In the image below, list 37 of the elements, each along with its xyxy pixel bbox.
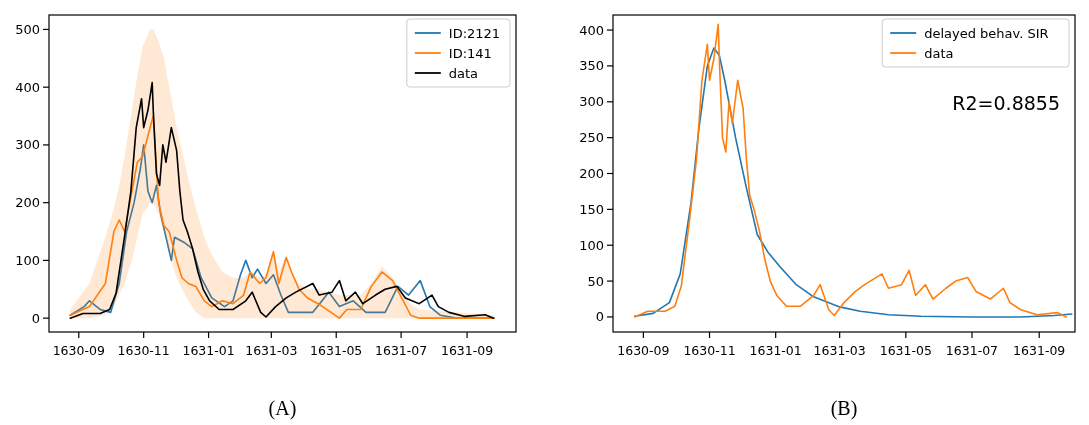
y-tick-label: 200 xyxy=(15,195,40,211)
x-tick-label: 1631-03 xyxy=(245,343,298,358)
legend-label: delayed behav. SIR xyxy=(924,25,1049,41)
y-tick-label: 400 xyxy=(579,22,604,38)
x-tick-label: 1631-09 xyxy=(440,343,494,358)
x-tick-label: 1631-05 xyxy=(310,343,363,358)
x-tick-label: 1631-03 xyxy=(813,343,866,358)
x-tick-label: 1631-01 xyxy=(749,343,802,358)
y-tick-label: 300 xyxy=(579,94,604,110)
x-tick-label: 1630-09 xyxy=(617,343,670,358)
x-tick-label: 1630-11 xyxy=(683,343,736,358)
y-tick-label: 500 xyxy=(15,21,40,37)
y-tick-label: 0 xyxy=(595,309,604,325)
legend-label: ID:2121 xyxy=(448,25,501,41)
x-axis-title: (B) xyxy=(830,397,858,420)
x-tick-label: 1631-05 xyxy=(879,343,932,358)
y-tick-label: 200 xyxy=(579,166,604,182)
y-tick-label: 0 xyxy=(31,310,40,326)
y-tick-label: 250 xyxy=(579,130,604,146)
x-tick-label: 1631-07 xyxy=(945,343,999,358)
y-tick-label: 100 xyxy=(15,252,40,268)
x-axis-title: (A) xyxy=(268,397,297,420)
y-tick-label: 300 xyxy=(15,137,40,153)
y-tick-label: 150 xyxy=(579,201,604,217)
legend-label: data xyxy=(924,45,954,61)
x-tick-label: 1630-09 xyxy=(52,343,105,358)
y-tick-label: 400 xyxy=(15,79,40,95)
y-tick-label: 350 xyxy=(579,58,604,74)
legend-label: data xyxy=(448,65,479,81)
x-tick-label: 1631-01 xyxy=(182,343,235,358)
y-tick-label: 100 xyxy=(579,237,604,253)
x-tick-label: 1631-09 xyxy=(1013,343,1066,358)
annotation: R2=0.8855 xyxy=(952,92,1060,114)
y-tick-label: 50 xyxy=(587,273,604,289)
x-tick-label: 1631-07 xyxy=(374,343,428,358)
legend-label: ID:141 xyxy=(448,45,492,61)
x-tick-label: 1630-11 xyxy=(117,343,170,358)
